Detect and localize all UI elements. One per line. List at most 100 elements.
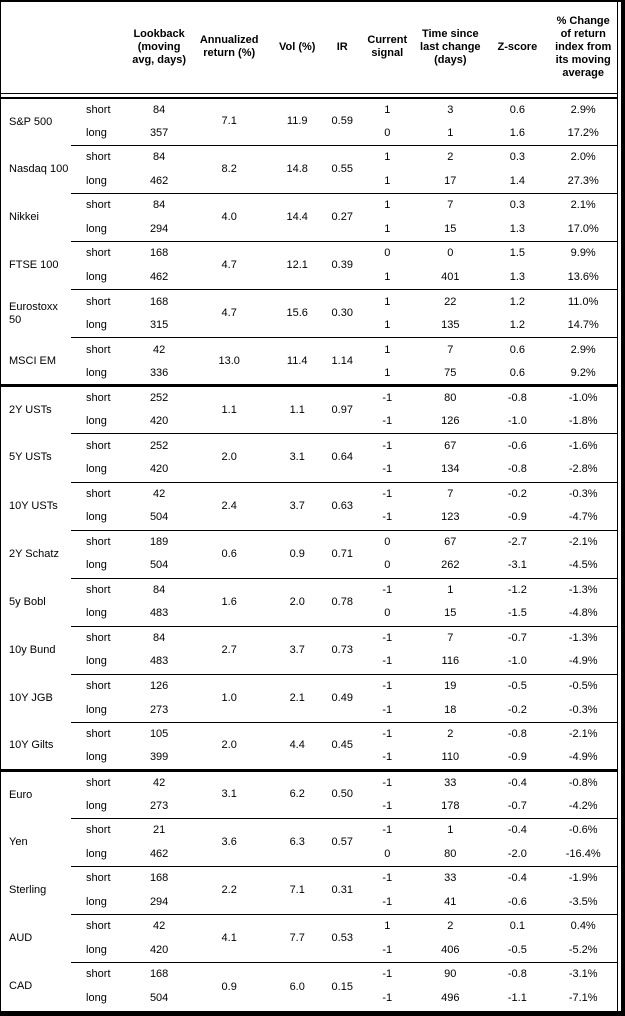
annualized-return-value: 3.1: [189, 770, 270, 819]
time-since-value: 7: [447, 343, 454, 356]
pct-change-value: -2.8%: [549, 457, 618, 483]
column-header-current-signal: Current signal: [367, 34, 408, 60]
table-row: 5y Bobl short 84 1.6 2.0 0.78 -1 1 -1.2 -1.3%: [1, 578, 618, 627]
horizon-label: long: [86, 992, 107, 1005]
lookback-value: 336: [129, 361, 190, 388]
signal-value: -1: [382, 968, 393, 981]
vol-value: 6.0: [289, 980, 305, 993]
table-row: long 483 0 15 -1.5 -4.8%: [1, 602, 618, 627]
asset-name: CAD: [9, 980, 33, 993]
horizon-label: long: [71, 217, 130, 243]
signal-value: 1: [359, 361, 416, 388]
time-since-value: 75: [415, 361, 486, 388]
ir-value: 0.63: [325, 482, 360, 531]
time-since-value: 7: [447, 487, 454, 500]
lookback-value: 462: [129, 265, 190, 291]
time-since-value: 262: [415, 554, 486, 579]
horizon-label: short: [86, 728, 111, 741]
signal-value: 0: [359, 121, 416, 147]
signal-value: 1: [359, 313, 416, 339]
time-since-value: 7: [447, 199, 454, 212]
time-since-value: 41: [415, 890, 486, 916]
lookback-value: 168: [149, 968, 169, 981]
signal-value: -1: [382, 680, 393, 693]
lookback-value: 315: [129, 313, 190, 339]
lookback-value: 294: [129, 890, 190, 916]
ir-value: 0.30: [325, 289, 360, 339]
horizon-label: short: [86, 583, 111, 596]
table-row: long 420 -1 134 -0.8 -2.8%: [1, 457, 618, 483]
horizon-label: long: [71, 169, 130, 195]
time-since-value: 7: [447, 631, 454, 644]
lookback-value: 42: [152, 920, 166, 933]
asset-name: Sterling: [9, 884, 47, 897]
ir-value: 0.53: [325, 914, 360, 964]
lookback-value: 105: [149, 728, 169, 741]
lookback-value: 84: [152, 103, 166, 116]
time-since-value: 135: [415, 313, 486, 339]
asset-name: MSCI EM: [1, 337, 72, 388]
annualized-return-value: 2.2: [189, 866, 270, 916]
horizon-label: short: [86, 439, 111, 452]
annualized-return-value: 2.0: [189, 433, 270, 483]
lookback-value: 21: [152, 824, 166, 837]
ir-value: 0.64: [325, 433, 360, 483]
lookback-value: 273: [129, 698, 190, 723]
time-since-value: 2: [447, 151, 454, 164]
zscore-value: -1.1: [507, 992, 527, 1005]
pct-change-value: -0.3%: [568, 487, 598, 500]
signal-value: 1: [384, 199, 391, 212]
asset-name: Nikkei: [9, 211, 39, 224]
zscore-value: -0.7: [485, 794, 550, 819]
time-since-value: 2: [447, 728, 454, 741]
vol-value: 1.1: [269, 385, 326, 435]
ir-value: 0.45: [325, 722, 360, 772]
ir-value: 0.15: [331, 980, 353, 993]
signal-value: 0: [384, 247, 391, 260]
time-since-value: 134: [415, 457, 486, 483]
zscore-value: -1.2: [507, 583, 527, 596]
pct-change-value: -0.3%: [549, 698, 618, 723]
pct-change-value: 2.0%: [570, 151, 596, 164]
vol-value: 14.8: [269, 145, 326, 195]
zscore-value: -1.5: [485, 602, 550, 627]
ir-value: 0.57: [325, 818, 360, 868]
zscore-value: -0.4: [507, 824, 527, 837]
zscore-value: 1.3: [485, 265, 550, 291]
column-header-lookback: Lookback (moving avg, days): [132, 27, 187, 66]
pct-change-value: 2.1%: [570, 199, 596, 212]
asset-name: 10Y Gilts: [1, 722, 72, 772]
lookback-value: 168: [149, 872, 169, 885]
table-row: Eurostoxx 50 short 168 4.7 15.6 0.30 1 22 1.2 11.…: [1, 289, 618, 339]
zscore-value: -0.6: [507, 439, 527, 452]
time-since-value: 15: [415, 217, 486, 243]
signal-value: -1: [359, 698, 416, 723]
signal-value: -1: [382, 583, 393, 596]
zscore-value: -0.6: [485, 890, 550, 916]
time-since-value: 33: [444, 872, 457, 885]
vol-value: 4.4: [269, 722, 326, 772]
annualized-return-value: 2.4: [189, 482, 270, 531]
table-row: long 336 1 75 0.6 9.2%: [1, 361, 618, 388]
lookback-value: 84: [152, 151, 166, 164]
zscore-value: -0.2: [485, 698, 550, 723]
pct-change-value: -4.9%: [549, 650, 618, 675]
vol-value: 2.0: [269, 578, 326, 627]
table-row: 2Y Schatz short 189 0.6 0.9 0.71 0 67 -2.7 -2.1%: [1, 530, 618, 579]
header-rule-line: [1, 92, 618, 99]
pct-change-value: -16.4%: [549, 842, 618, 868]
asset-name: 5y Bobl: [9, 595, 46, 608]
zscore-value: -0.4: [507, 776, 527, 789]
horizon-label: short: [86, 776, 111, 789]
lookback-value: 126: [149, 680, 169, 693]
ir-value: 0.73: [325, 626, 360, 675]
zscore-value: -0.8: [485, 457, 550, 483]
time-since-value: 15: [415, 602, 486, 627]
asset-name: 5Y USTs: [9, 451, 52, 464]
lookback-value: 84: [152, 631, 166, 644]
lookback-value: 168: [149, 295, 169, 308]
horizon-label: short: [86, 343, 111, 356]
asset-name: 10Y USTs: [9, 499, 58, 512]
ir-value: 0.97: [325, 385, 360, 435]
